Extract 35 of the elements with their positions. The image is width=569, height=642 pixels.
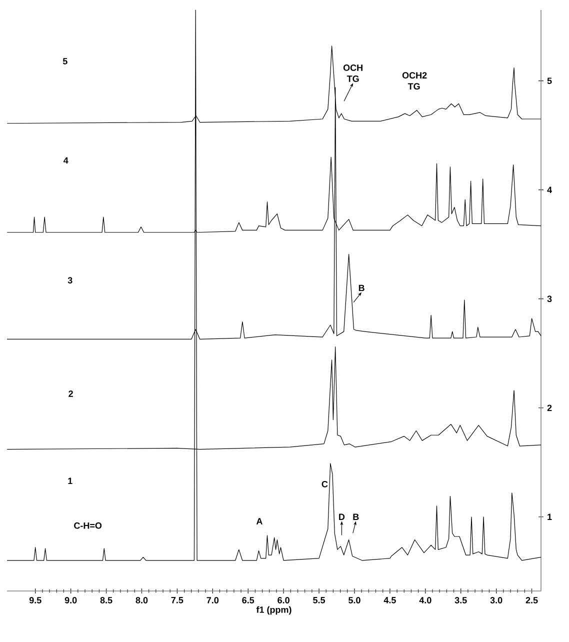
annotation: B [358,284,364,292]
x-tick-label: 6.0 [278,597,290,604]
line-series [6,10,542,561]
annotation: 2 [68,390,73,397]
annotation: B [353,514,359,520]
x-tick-label: 9.5 [29,597,42,604]
y-tick-label: 1 [548,514,552,520]
x-tick-label: 4.0 [419,597,432,604]
annotation: 4 [63,157,68,164]
y-tick-label: 4 [547,186,552,193]
annotation: A [256,518,262,524]
y-tick-label: 2 [547,404,552,412]
x-tick-label: 5.5 [313,597,326,604]
annotation: 5 [62,58,68,64]
y-tick-label: 3 [547,296,552,302]
annotation: OCH TG [343,64,362,82]
x-tick-label: 8.0 [136,597,148,604]
x-axis-title: f1 (ppm) [256,606,292,615]
x-tick-label: 3.5 [454,597,467,604]
y-tick-label: 5 [547,78,552,84]
x-tick-label: 2.5 [526,597,538,604]
annotation: D [339,514,345,520]
annotation: C [322,480,328,488]
x-tick-label: 7.0 [206,597,219,604]
x-tick-label: 7.5 [171,597,184,604]
annotation: 3 [68,277,72,284]
x-tick-label: 5.0 [348,597,360,604]
annotation: OCH2 TG [402,72,427,90]
x-tick-label: 3.0 [490,597,502,604]
x-tick-label: 8.5 [100,597,112,604]
x-tick-label: 9.0 [64,597,77,604]
x-tick-label: 4.5 [384,597,396,604]
x-tick-label: 6.5 [242,597,254,604]
annotation: C-H=O [74,522,102,529]
annotation: 1 [68,478,72,484]
